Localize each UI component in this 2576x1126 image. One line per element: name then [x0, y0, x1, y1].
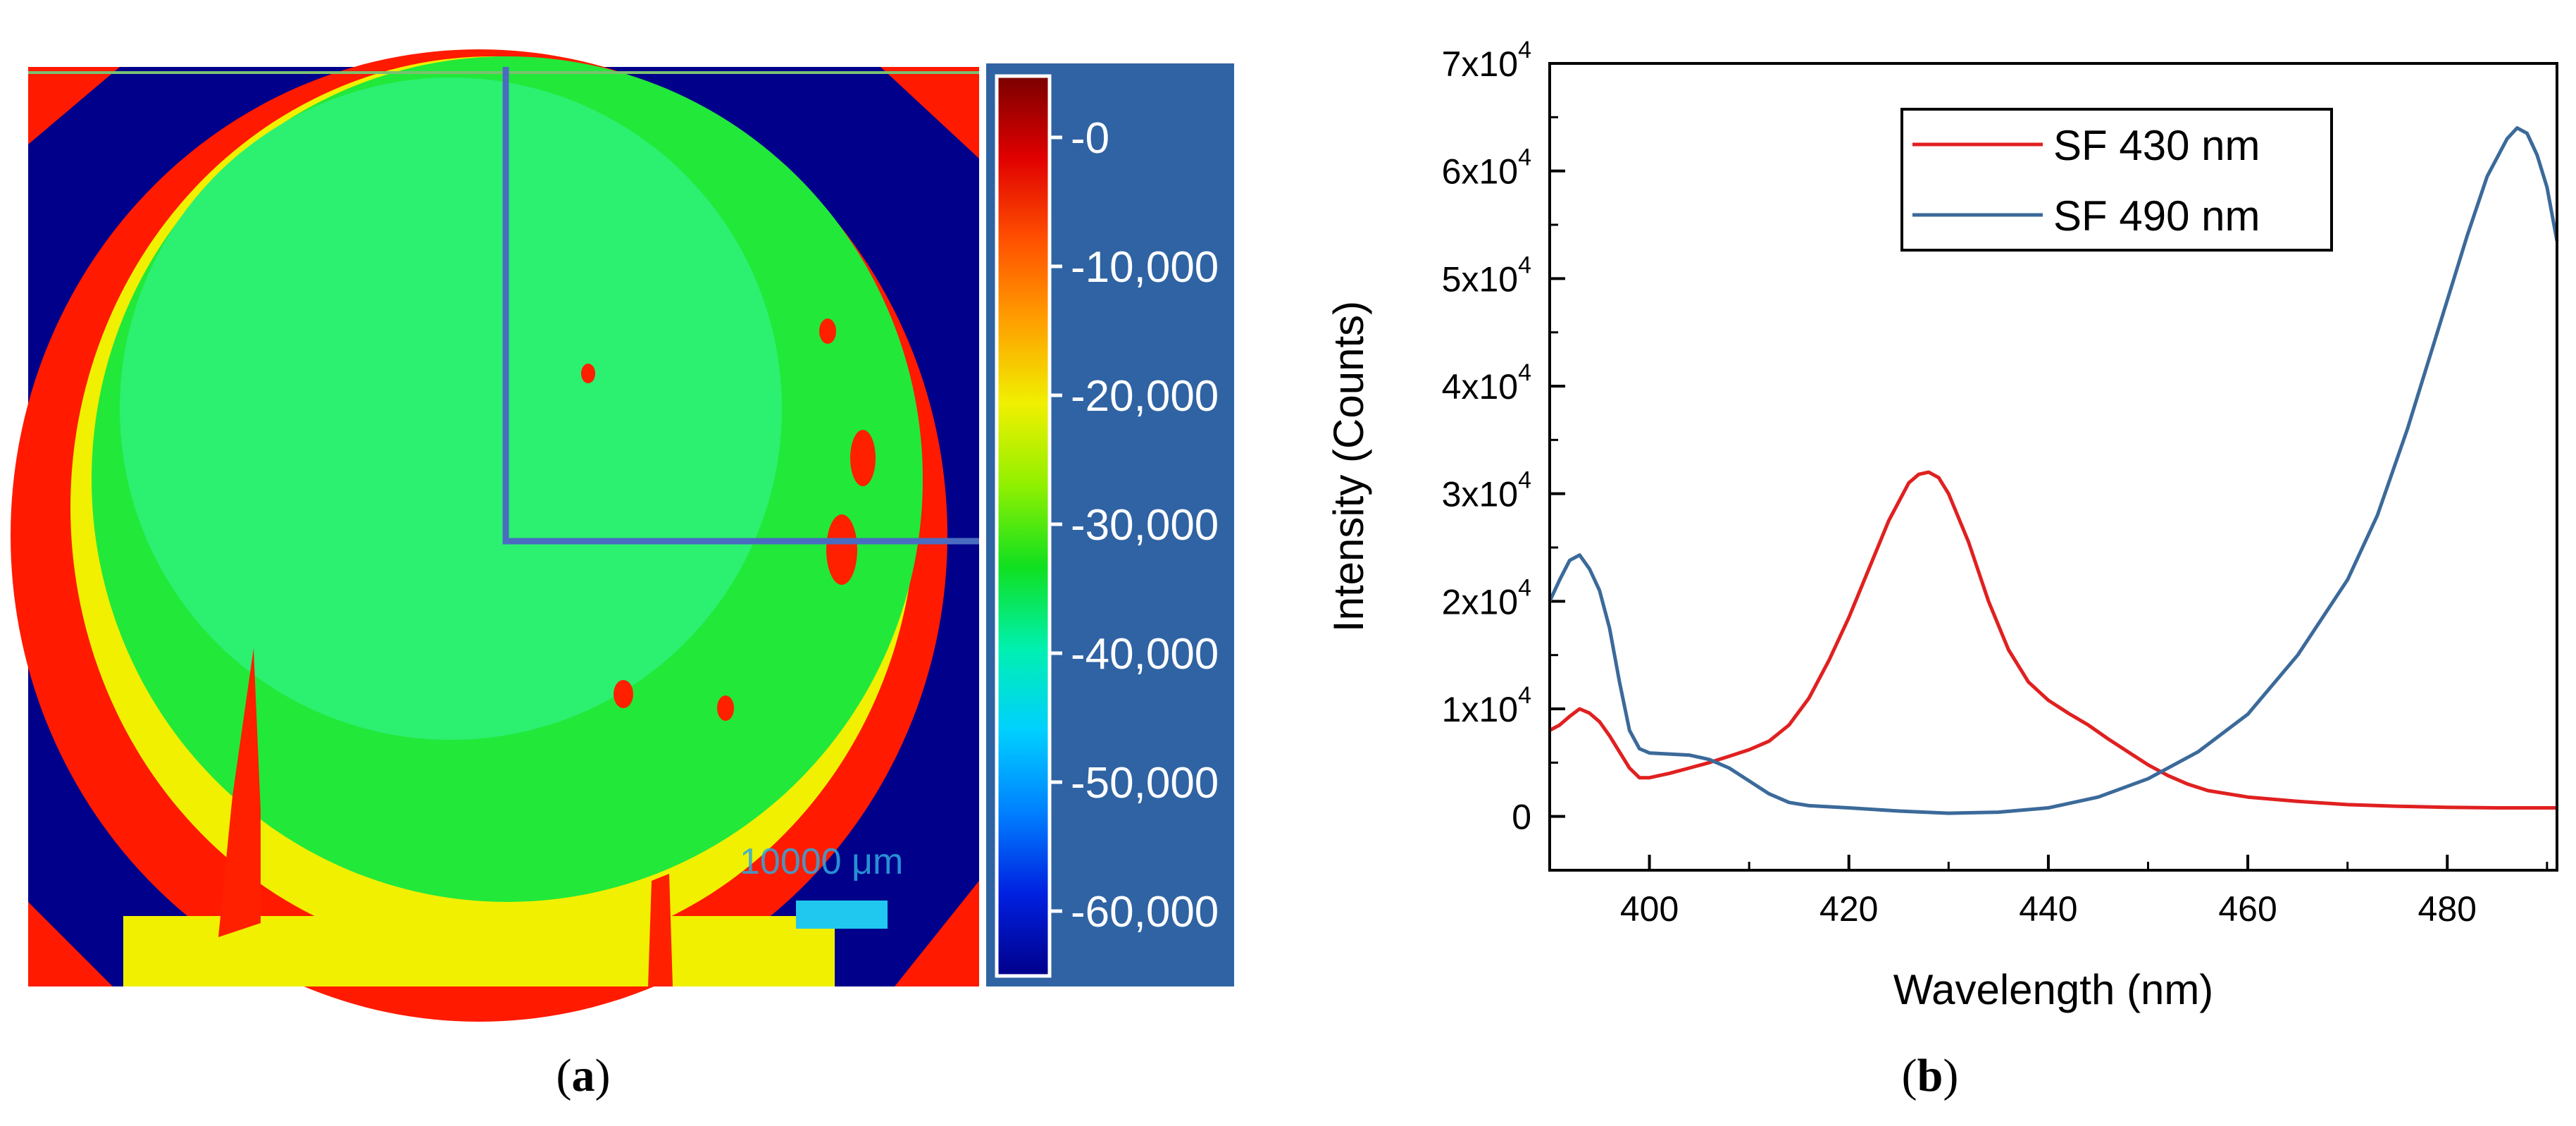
- scale-bar: [796, 901, 888, 929]
- heatmap-panel: 10000 μm -0-10,000-20,000-30,000-40,000-…: [11, 49, 1234, 1022]
- legend-label: SF 490 nm: [2053, 192, 2260, 240]
- x-tick-label: 460: [2218, 889, 2277, 929]
- x-tick-labels: 400 420 440 460 480: [1620, 889, 2477, 929]
- hot-spot: [850, 430, 876, 486]
- y-tick-label: 0: [1512, 798, 1531, 837]
- heatmap-corner-top-left: [28, 67, 120, 144]
- chart-series: [1548, 126, 2559, 815]
- colorbar-tick-label: -30,000: [1071, 501, 1219, 550]
- hot-streak: [648, 874, 673, 986]
- y-axis-label: Intensity (Counts): [1325, 301, 1372, 632]
- y-tick-label: 6x104: [1442, 144, 1531, 192]
- legend-box: [1900, 108, 2333, 252]
- sample-disk-core: [120, 78, 782, 740]
- y-tick-label: 3x104: [1442, 467, 1531, 514]
- x-tick-label: 400: [1620, 889, 1679, 929]
- panel-label-b: (b): [1902, 1050, 1959, 1101]
- legend: SF 430 nm SF 490 nm: [1900, 108, 2333, 252]
- hot-streak: [218, 648, 261, 937]
- x-tick-label: 480: [2418, 889, 2477, 929]
- scale-bar-label: 10000 μm: [740, 841, 903, 882]
- colorbar-tick-label: -60,000: [1071, 888, 1219, 936]
- quadrant-marker: [502, 67, 979, 545]
- series-line-2: [1548, 126, 2559, 815]
- spectrum-chart: 0 1x104 2x104 3x104 4x104 5x104 6x104 7x104 400…: [1325, 37, 2559, 1013]
- colorbar-ticks: -0 -10,000 -20,000 -30,000 -40,000 -50,000 -60…: [1050, 114, 1219, 936]
- x-tick-label: 440: [2019, 889, 2077, 929]
- heatmap-corner-top-right: [881, 67, 979, 159]
- y-tick-label: 7x104: [1442, 37, 1531, 84]
- x-tick-label: 420: [1819, 889, 1878, 929]
- hot-spot: [614, 680, 633, 708]
- y-tick-label: 1x104: [1442, 682, 1531, 729]
- panel-label-a: (a): [556, 1050, 611, 1101]
- x-axis-label: Wavelength (nm): [1893, 966, 2214, 1013]
- hot-spot: [581, 364, 595, 383]
- hot-spot: [826, 514, 857, 585]
- y-tick-labels: 0 1x104 2x104 3x104 4x104 5x104 6x104 7x104: [1442, 37, 1531, 837]
- colorbar-tick-label: -50,000: [1071, 759, 1219, 808]
- series-line-1: [1548, 470, 2557, 810]
- panel-label-a-letter: a: [572, 1050, 595, 1101]
- y-tick-label: 2x104: [1442, 574, 1531, 621]
- colorbar-tick-label: -40,000: [1071, 630, 1219, 679]
- colorbar-ramp: [997, 76, 1050, 976]
- colorbar-tick-label: -0: [1071, 114, 1109, 163]
- heatmap-corner-bottom-right: [895, 881, 979, 986]
- legend-label: SF 430 nm: [2053, 122, 2260, 169]
- heatmap-corner-bottom-left: [28, 902, 113, 986]
- colorbar-tick-label: -10,000: [1071, 243, 1219, 292]
- hot-spot: [819, 318, 836, 344]
- panel-label-b-letter: b: [1917, 1050, 1943, 1101]
- y-tick-label: 4x104: [1442, 359, 1531, 407]
- colorbar-tick-label: -20,000: [1071, 372, 1219, 421]
- plot-frame: [1548, 62, 2558, 872]
- hot-spot: [717, 695, 734, 721]
- y-tick-label: 5x104: [1442, 252, 1531, 299]
